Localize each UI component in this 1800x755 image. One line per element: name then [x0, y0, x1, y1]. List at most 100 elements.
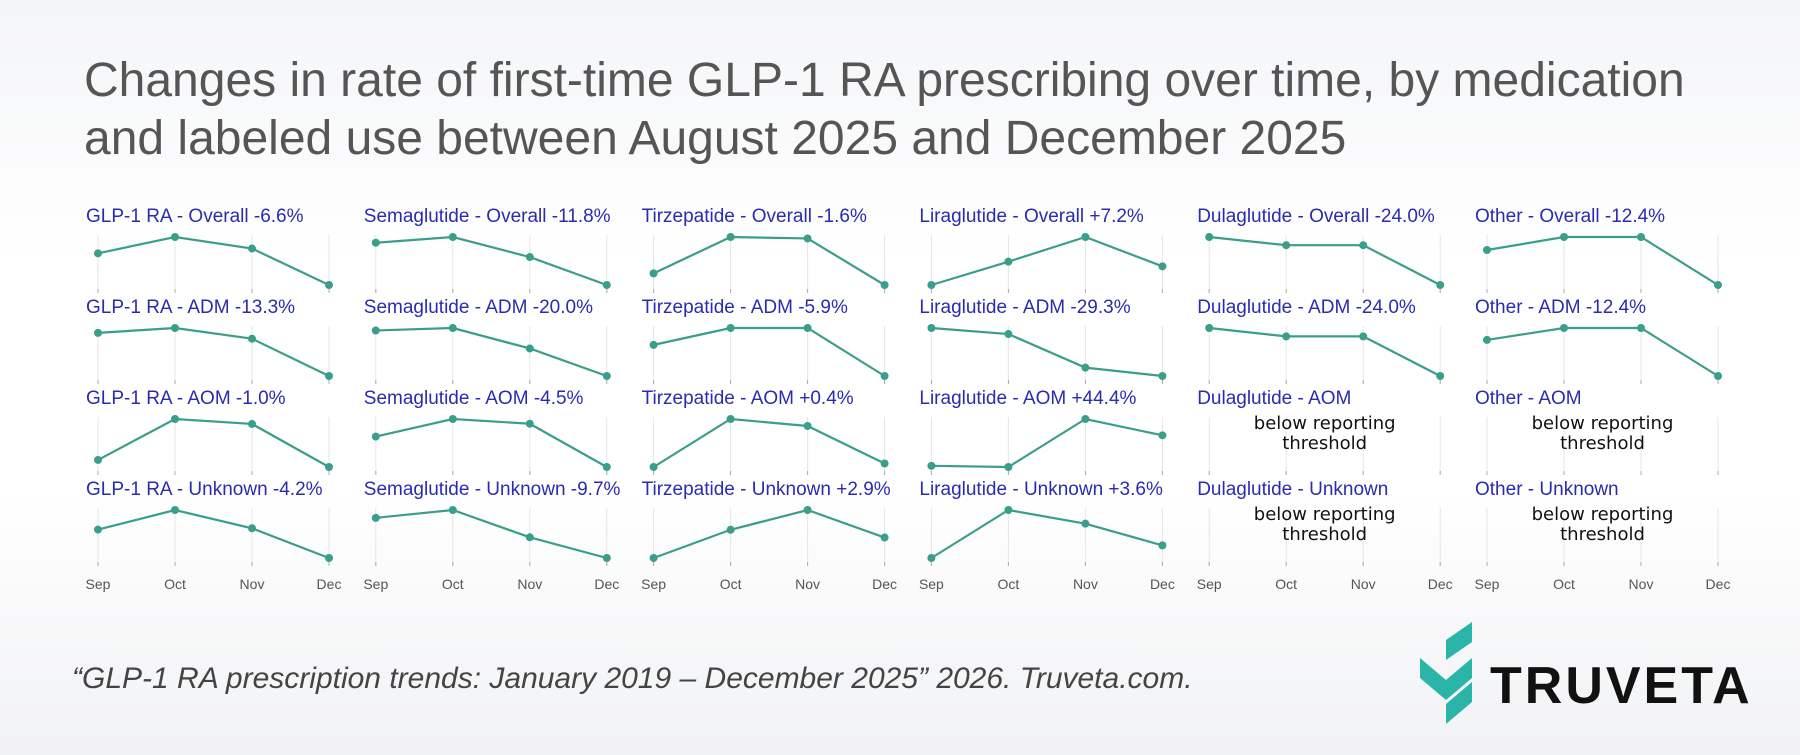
panel-title: Dulaglutide - Unknown [1197, 479, 1388, 500]
panel-title: Liraglutide - AOM +44.4% [919, 388, 1136, 409]
x-tick-label: Dec [1706, 576, 1731, 592]
logo-text: TRUVETA [1490, 657, 1753, 715]
data-point [1205, 233, 1214, 241]
x-tick-label: Sep [1197, 576, 1222, 592]
data-point [248, 524, 256, 533]
data-point [94, 455, 102, 464]
data-point [325, 281, 333, 289]
data-point [371, 432, 380, 441]
data-point [171, 506, 179, 514]
data-point [371, 326, 380, 335]
data-point [1282, 241, 1291, 250]
logo-mark [1420, 622, 1472, 724]
note-box: below reporting threshold [1531, 414, 1674, 454]
data-point [1158, 541, 1167, 550]
data-point [1560, 324, 1568, 332]
data-point [880, 459, 889, 468]
data-point [525, 419, 534, 428]
panel-title: Semaglutide - Unknown -9.7% [364, 479, 621, 500]
data-point [726, 233, 735, 241]
data-point [171, 233, 179, 241]
data-point [1158, 262, 1167, 271]
x-tick-label: Nov [1629, 576, 1654, 592]
panel-title: Other - ADM -12.4% [1475, 297, 1646, 318]
panel-title: Tirzepatide - Overall -1.6% [642, 206, 867, 227]
series-line [375, 508, 608, 560]
data-point [1436, 372, 1445, 380]
x-tick-label: Dec [1150, 576, 1175, 592]
data-point [525, 533, 534, 542]
data-point [880, 281, 889, 289]
data-point [525, 344, 534, 353]
data-point [803, 324, 812, 332]
data-point [448, 233, 457, 241]
x-tick-label: Sep [1475, 576, 1500, 592]
x-tick-label: Sep [641, 576, 666, 592]
logo-chevron [1446, 682, 1472, 724]
series-line [653, 417, 886, 468]
data-point [726, 324, 735, 332]
data-point [649, 554, 658, 562]
panel-title: Liraglutide - Unknown +3.6% [919, 479, 1163, 500]
panel-title: Other - AOM [1475, 388, 1582, 409]
x-tick-label: Nov [240, 576, 265, 592]
data-point [448, 324, 457, 332]
x-tick-label: Nov [517, 576, 542, 592]
data-point [1560, 233, 1568, 241]
series-line [653, 235, 886, 286]
data-point [325, 554, 333, 562]
data-point [649, 269, 658, 278]
series-line [1209, 326, 1441, 377]
data-point [1483, 245, 1491, 254]
x-tick-label: Oct [720, 576, 742, 592]
data-point [248, 334, 256, 343]
data-point [1205, 324, 1214, 332]
series-line [97, 508, 330, 560]
threshold-note: below reporting threshold [1531, 414, 1674, 454]
panel-title: Tirzepatide - ADM -5.9% [642, 297, 848, 318]
data-point [248, 419, 256, 428]
panel-title: Dulaglutide - AOM [1197, 388, 1351, 409]
panel-title: Other - Overall -12.4% [1475, 206, 1665, 227]
x-tick-label: Sep [363, 576, 388, 592]
data-point [1714, 372, 1722, 380]
data-point [1158, 372, 1167, 380]
x-tick-label: Oct [1275, 576, 1297, 592]
data-point [171, 324, 179, 332]
threshold-note: below reporting threshold [1253, 414, 1396, 454]
data-point [1004, 463, 1013, 471]
data-point [94, 328, 102, 337]
data-point [927, 281, 936, 289]
data-point [803, 506, 812, 514]
series-line [1486, 326, 1719, 377]
x-tick-label: Nov [795, 576, 820, 592]
data-point [1004, 257, 1013, 266]
x-tick-label: Oct [164, 576, 186, 592]
data-point [1714, 281, 1722, 289]
data-point [649, 340, 658, 349]
data-point [927, 324, 936, 332]
panel-title: Liraglutide - ADM -29.3% [919, 297, 1130, 318]
panel-title: Semaglutide - Overall -11.8% [364, 206, 611, 227]
data-point [927, 554, 936, 562]
logo-chevron [1420, 658, 1472, 700]
series-line [375, 417, 608, 468]
data-point [1081, 363, 1090, 372]
panel-title: Other - Unknown [1475, 479, 1619, 500]
x-tick-label: Oct [998, 576, 1020, 592]
data-point [803, 234, 812, 243]
data-point [602, 463, 611, 471]
panel-title: Semaglutide - AOM -4.5% [364, 388, 584, 409]
panel-title: GLP-1 RA - ADM -13.3% [86, 297, 295, 318]
note-box: below reporting threshold [1254, 505, 1396, 545]
data-point [1483, 335, 1491, 344]
panel-title: GLP-1 RA - Overall -6.6% [86, 206, 304, 227]
data-point [371, 513, 380, 522]
series-line [97, 235, 330, 286]
series-line [931, 235, 1163, 287]
x-tick-label: Oct [442, 576, 464, 592]
x-tick-label: Dec [872, 576, 897, 592]
panel-title: Semaglutide - ADM -20.0% [364, 297, 593, 318]
logo-chevron [1446, 622, 1472, 660]
